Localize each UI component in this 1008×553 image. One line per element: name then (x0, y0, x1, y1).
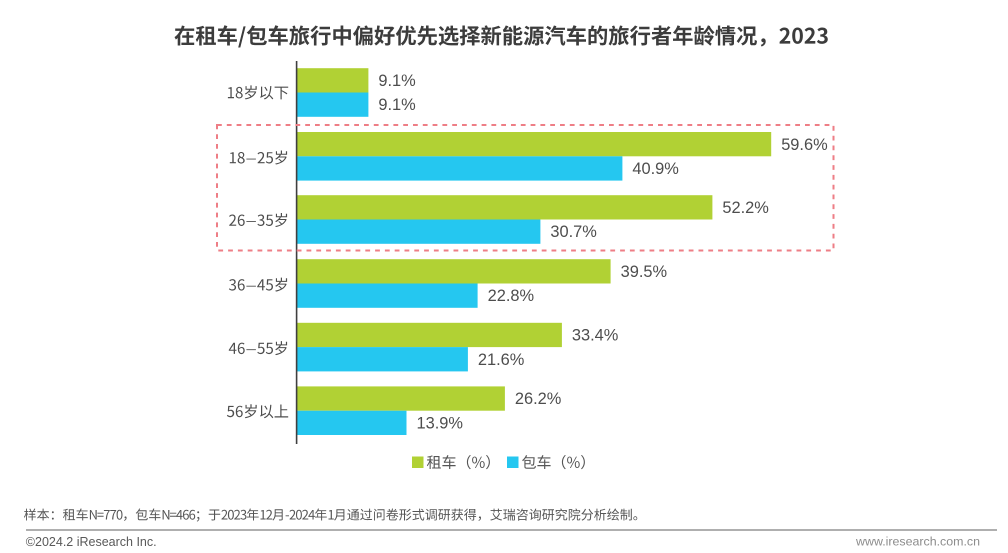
svg-text:30.7%: 30.7% (550, 223, 596, 241)
svg-text:52.2%: 52.2% (722, 199, 768, 217)
svg-text:40.9%: 40.9% (632, 160, 678, 178)
svg-text:13.9%: 13.9% (417, 414, 463, 432)
svg-text:9.1%: 9.1% (378, 96, 415, 114)
svg-text:26.2%: 26.2% (515, 390, 561, 408)
svg-text:©2024.2 iResearch Inc.: ©2024.2 iResearch Inc. (26, 535, 157, 549)
svg-text:59.6%: 59.6% (781, 136, 827, 154)
svg-text:39.5%: 39.5% (621, 263, 667, 281)
svg-text:9.1%: 9.1% (378, 72, 415, 90)
svg-text:21.6%: 21.6% (478, 351, 524, 369)
svg-text:22.8%: 22.8% (488, 287, 534, 305)
svg-text:33.4%: 33.4% (572, 327, 618, 345)
svg-text:www.iresearch.com.cn: www.iresearch.com.cn (855, 535, 980, 549)
